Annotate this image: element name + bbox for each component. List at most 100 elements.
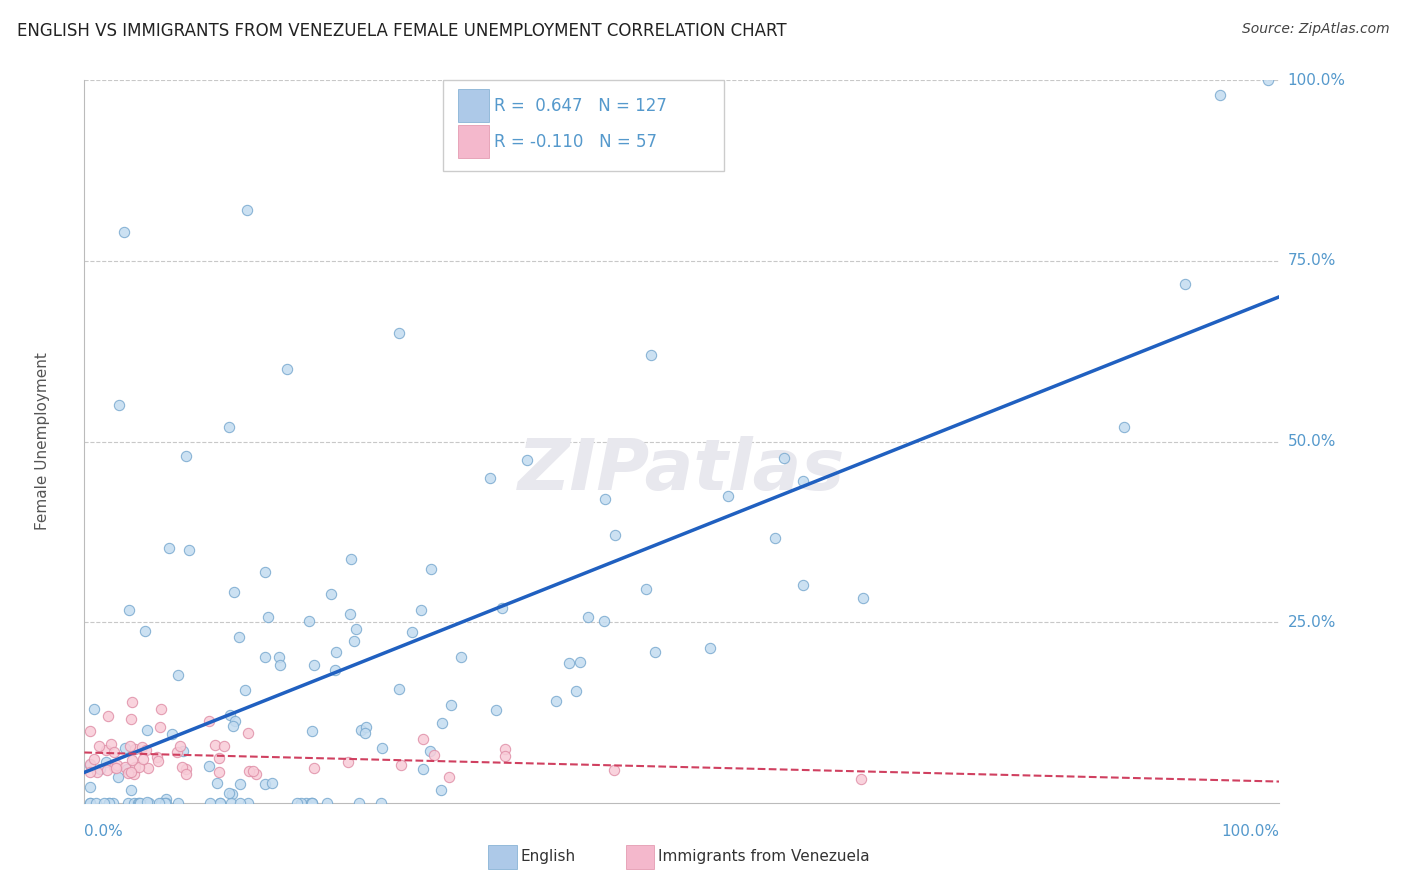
Point	[437, 770, 460, 784]
Point	[516, 453, 538, 467]
Point	[112, 225, 135, 239]
Point	[423, 748, 446, 763]
Point	[229, 796, 252, 810]
Point	[253, 565, 276, 579]
Point	[83, 752, 105, 766]
Text: Source: ZipAtlas.com: Source: ZipAtlas.com	[1241, 22, 1389, 37]
Point	[170, 760, 193, 774]
Point	[124, 741, 146, 756]
Point	[792, 474, 814, 488]
Point	[339, 607, 361, 622]
Point	[107, 770, 129, 784]
FancyBboxPatch shape	[443, 80, 724, 170]
Point	[97, 709, 120, 723]
Point	[1114, 420, 1136, 434]
Point	[301, 796, 323, 810]
Point	[222, 719, 245, 733]
Point	[127, 796, 149, 810]
Point	[136, 723, 159, 737]
Point	[260, 776, 283, 790]
Point	[135, 743, 157, 757]
Point	[172, 744, 194, 758]
Point	[120, 739, 142, 753]
Point	[97, 796, 120, 810]
Point	[851, 772, 873, 786]
Point	[105, 758, 128, 772]
Point	[773, 450, 796, 465]
Point	[569, 655, 592, 669]
Point	[494, 741, 516, 756]
Point	[644, 645, 666, 659]
Point	[1209, 87, 1232, 102]
Point	[79, 758, 101, 772]
Point	[149, 720, 172, 734]
Point	[117, 796, 139, 810]
Point	[276, 362, 298, 376]
Point	[253, 650, 276, 665]
Point	[337, 755, 360, 769]
Point	[79, 780, 101, 794]
Point	[409, 603, 432, 617]
Point	[238, 764, 260, 779]
Point	[236, 203, 259, 218]
Point	[419, 744, 441, 758]
Point	[146, 749, 169, 764]
Point	[167, 668, 190, 682]
Point	[228, 630, 250, 644]
Point	[79, 796, 101, 810]
Point	[430, 716, 453, 731]
Point	[212, 739, 235, 753]
Point	[131, 740, 153, 755]
Point	[120, 765, 142, 780]
Point	[120, 783, 142, 797]
Point	[254, 777, 277, 791]
Point	[177, 542, 200, 557]
Point	[299, 796, 322, 810]
Point	[242, 764, 264, 779]
Point	[593, 614, 616, 628]
Point	[153, 796, 176, 810]
FancyBboxPatch shape	[626, 845, 654, 870]
Point	[340, 552, 363, 566]
Point	[94, 743, 117, 757]
Point	[114, 760, 136, 774]
Point	[763, 531, 786, 545]
Point	[1174, 277, 1197, 291]
Point	[221, 796, 243, 810]
Text: ENGLISH VS IMMIGRANTS FROM VENEZUELA FEMALE UNEMPLOYMENT CORRELATION CHART: ENGLISH VS IMMIGRANTS FROM VENEZUELA FEM…	[17, 22, 786, 40]
Point	[124, 767, 146, 781]
Point	[370, 740, 392, 755]
Point	[236, 725, 259, 739]
Point	[208, 796, 231, 810]
Point	[634, 582, 657, 597]
Point	[122, 796, 145, 810]
Point	[302, 658, 325, 673]
Point	[118, 603, 141, 617]
Point	[103, 745, 125, 759]
Point	[450, 650, 472, 665]
Point	[301, 796, 323, 810]
Point	[120, 712, 142, 726]
Text: English: English	[520, 849, 575, 864]
Point	[229, 777, 252, 791]
Point	[256, 610, 278, 624]
Point	[344, 622, 367, 636]
Point	[205, 776, 228, 790]
Point	[440, 698, 463, 712]
Point	[124, 760, 146, 774]
Point	[114, 741, 136, 756]
Point	[603, 763, 626, 777]
Point	[564, 683, 586, 698]
Text: R =  0.647   N = 127: R = 0.647 N = 127	[495, 96, 668, 114]
Text: Immigrants from Venezuela: Immigrants from Venezuela	[658, 849, 870, 864]
Point	[269, 658, 291, 673]
Point	[198, 796, 221, 810]
Point	[558, 657, 581, 671]
Point	[388, 326, 411, 340]
Point	[302, 762, 325, 776]
Point	[219, 708, 242, 723]
Point	[132, 752, 155, 766]
Point	[134, 624, 156, 638]
Point	[717, 489, 740, 503]
FancyBboxPatch shape	[488, 845, 517, 870]
